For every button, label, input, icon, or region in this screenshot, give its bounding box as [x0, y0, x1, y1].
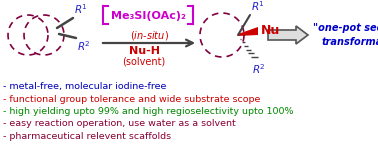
Text: $(in$-$situ)$: $(in$-$situ)$ — [130, 29, 169, 42]
Text: "one-pot sequential": "one-pot sequential" — [313, 23, 378, 33]
Text: $R^2$: $R^2$ — [252, 62, 266, 76]
Polygon shape — [238, 27, 258, 36]
Text: - pharmaceutical relevent scaffolds: - pharmaceutical relevent scaffolds — [3, 132, 171, 141]
Text: Me₃SI(OAc)₂: Me₃SI(OAc)₂ — [110, 11, 186, 21]
Text: (solvent): (solvent) — [122, 56, 166, 66]
Text: $R^1$: $R^1$ — [74, 2, 88, 16]
Text: - high yielding upto 99% and high regioselectivity upto 100%: - high yielding upto 99% and high regios… — [3, 107, 293, 116]
Text: transformations: transformations — [322, 37, 378, 47]
Polygon shape — [268, 26, 308, 44]
Text: - metal-free, molecular iodine-free: - metal-free, molecular iodine-free — [3, 82, 166, 91]
Text: $R^1$: $R^1$ — [251, 0, 265, 13]
Text: - functional group tolerance and wide substrate scope: - functional group tolerance and wide su… — [3, 95, 260, 104]
Text: $R^2$: $R^2$ — [77, 39, 91, 53]
Text: Nu: Nu — [261, 25, 280, 38]
Text: Nu-H: Nu-H — [129, 46, 160, 56]
Text: - easy reaction operation, use water as a solvent: - easy reaction operation, use water as … — [3, 119, 236, 128]
